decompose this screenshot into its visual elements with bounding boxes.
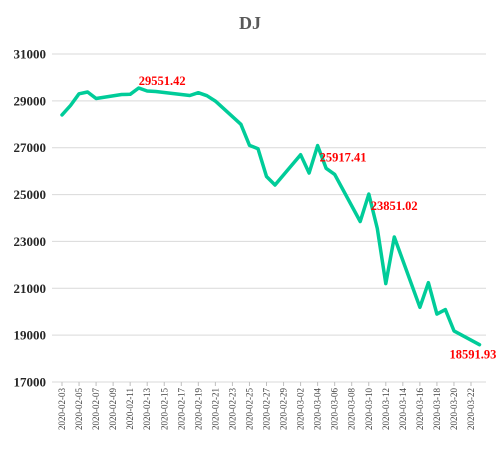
x-tick-label: 2020-02-13 <box>142 388 152 430</box>
series-line <box>60 86 482 347</box>
x-tick-label: 2020-02-11 <box>125 388 135 430</box>
x-tick-label: 2020-02-17 <box>176 388 186 430</box>
chart-title: DJ <box>239 13 261 33</box>
x-tick-label: 2020-03-16 <box>415 388 425 430</box>
x-tick-label: 2020-02-15 <box>159 388 169 430</box>
x-tick-label: 2020-02-29 <box>279 388 289 430</box>
y-tick-label: 25000 <box>14 187 47 202</box>
x-tick-label: 2020-02-21 <box>210 388 220 430</box>
x-tick-label: 2020-03-08 <box>347 388 357 430</box>
y-tick-label: 23000 <box>14 234 47 249</box>
y-tick-label: 29000 <box>14 93 47 108</box>
y-tick-label: 17000 <box>14 375 47 390</box>
x-tick-label: 2020-03-20 <box>449 388 459 430</box>
x-tick-label: 2020-02-27 <box>262 388 272 430</box>
x-tick-label: 2020-03-22 <box>466 388 476 430</box>
x-tick-label: 2020-02-23 <box>227 388 237 430</box>
x-tick-label: 2020-03-12 <box>381 388 391 430</box>
x-tick-label: 2020-03-18 <box>432 388 442 430</box>
y-tick-label: 31000 <box>14 47 47 62</box>
y-tick-label: 21000 <box>14 281 47 296</box>
data-label: 29551.42 <box>139 74 186 88</box>
x-tick-label: 2020-02-19 <box>193 388 203 430</box>
data-label: 23851.02 <box>371 199 418 213</box>
y-tick-label: 27000 <box>14 140 47 155</box>
x-tick-label: 2020-03-04 <box>313 388 323 430</box>
data-label: 18591.93 <box>450 348 497 362</box>
x-tick-label: 2020-03-14 <box>398 388 408 430</box>
x-tick-label: 2020-02-03 <box>57 388 67 430</box>
y-tick-label: 19000 <box>14 328 47 343</box>
x-tick-label: 2020-03-10 <box>364 388 374 430</box>
x-tick-label: 2020-02-07 <box>91 388 101 430</box>
x-tick-label: 2020-03-06 <box>330 388 340 430</box>
x-tick-label: 2020-03-02 <box>296 388 306 430</box>
x-tick-label: 2020-02-05 <box>74 388 84 430</box>
x-tick-label: 2020-02-09 <box>108 388 118 430</box>
x-tick-label: 2020-02-25 <box>244 388 254 430</box>
data-label: 25917.41 <box>320 151 367 165</box>
